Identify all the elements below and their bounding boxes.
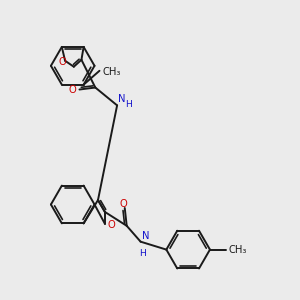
Text: O: O [69,85,76,94]
Text: N: N [118,94,126,104]
Text: H: H [125,100,132,109]
Text: CH₃: CH₃ [229,244,247,255]
Text: CH₃: CH₃ [102,67,121,77]
Text: O: O [120,199,127,209]
Text: N: N [142,231,149,241]
Text: O: O [58,57,66,67]
Text: O: O [108,220,116,230]
Text: H: H [140,249,146,258]
